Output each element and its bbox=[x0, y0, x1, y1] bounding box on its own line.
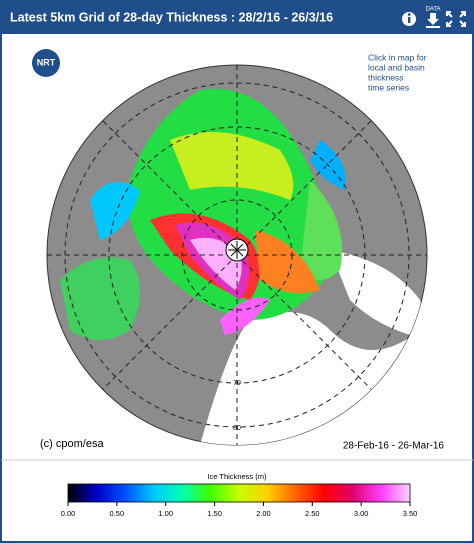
colorbar-tick-label: 2.50 bbox=[305, 509, 320, 518]
colorbar-tick-label: 3.00 bbox=[354, 509, 369, 518]
note-line: thickness bbox=[368, 72, 403, 82]
colorbar-tick-label: 3.50 bbox=[403, 509, 418, 518]
info-button[interactable] bbox=[402, 12, 416, 26]
colorbar-title: Ice Thickness (m) bbox=[207, 472, 267, 481]
lat-label: 60 bbox=[233, 425, 241, 432]
data-label: DATA bbox=[425, 7, 440, 13]
colorbar-tick-label: 1.00 bbox=[158, 509, 173, 518]
header-title: Latest 5km Grid of 28-day Thickness : 28… bbox=[10, 10, 333, 24]
lat-label: 70 bbox=[233, 380, 241, 387]
expand-button[interactable] bbox=[446, 11, 466, 27]
date-range: 28-Feb-16 - 26-Mar-16 bbox=[343, 441, 445, 452]
nrt-badge bbox=[32, 49, 60, 77]
colorbar-scale bbox=[67, 483, 411, 503]
header-bar bbox=[1, 1, 473, 34]
colorbar-tick-label: 1.50 bbox=[207, 509, 222, 518]
note-line: Click in map for bbox=[368, 52, 427, 62]
note-line: local and basin bbox=[368, 62, 425, 72]
colorbar-tick-label: 2.00 bbox=[256, 509, 271, 518]
note-line: time series bbox=[368, 82, 409, 92]
nrt-label: NRT bbox=[37, 57, 56, 67]
colorbar-tick-label: 0.00 bbox=[61, 509, 76, 518]
colorbar: 0.00 0.50 1.00 1.50 2.00 2.50 3.00 3.50 bbox=[61, 483, 418, 518]
data-download[interactable]: DATA bbox=[425, 7, 441, 28]
colorbar-tick-label: 0.50 bbox=[110, 509, 125, 518]
copyright: (c) cpom/esa bbox=[40, 438, 104, 450]
